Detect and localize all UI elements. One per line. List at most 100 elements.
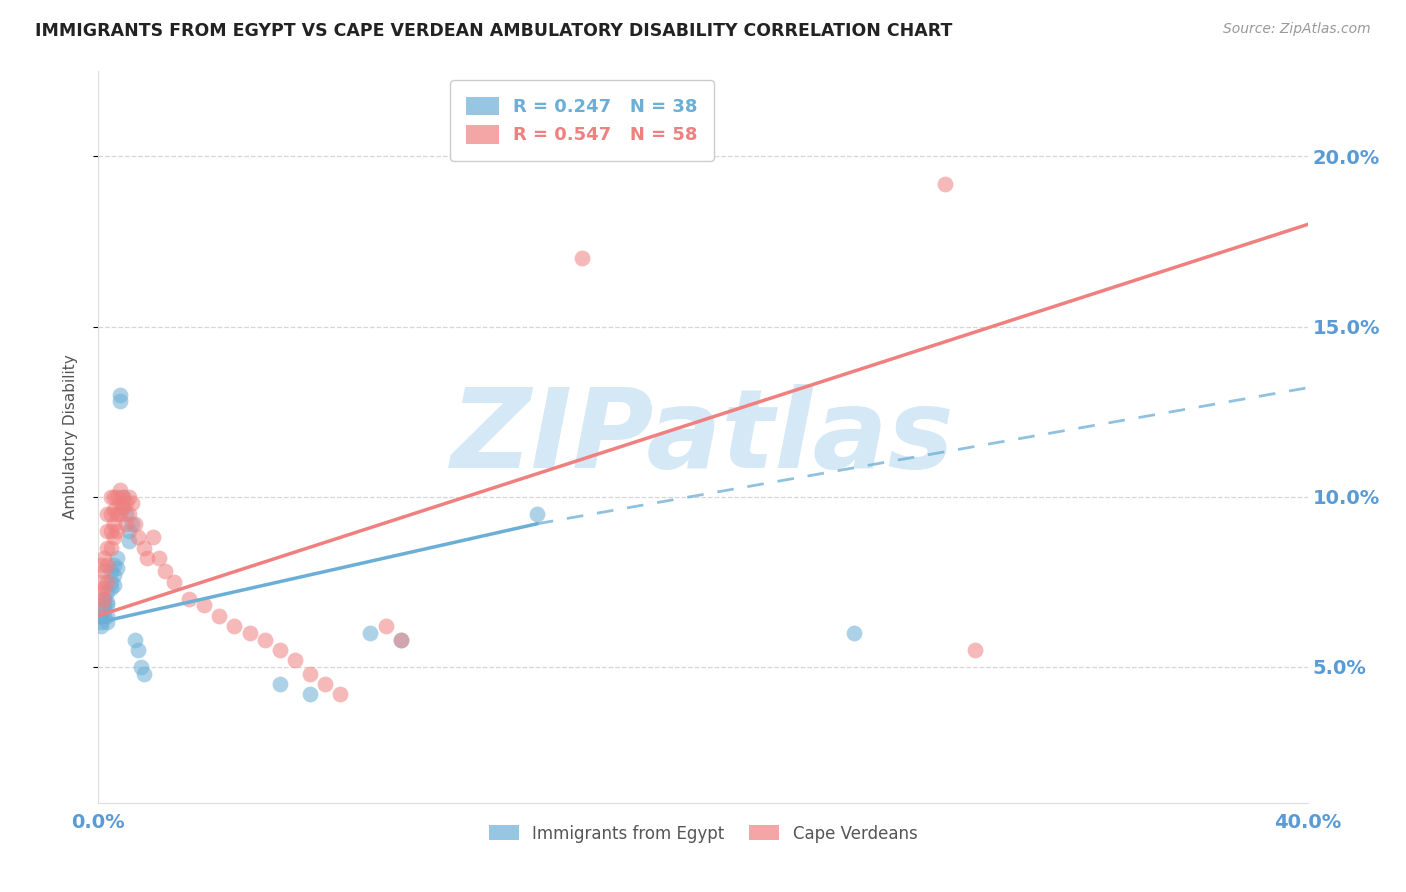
Point [114,496,136,510]
Point [96,574,118,589]
Point [103,503,125,517]
Point [111,500,134,514]
Point [100,574,122,589]
Point [127,531,149,545]
Point [179,591,201,606]
Point [571,252,593,266]
Point [90,615,112,630]
Point [389,632,412,647]
Point [103,567,125,582]
Text: IMMIGRANTS FROM EGYPT VS CAPE VERDEAN AMBULATORY DISABILITY CORRELATION CHART: IMMIGRANTS FROM EGYPT VS CAPE VERDEAN AM… [35,22,952,40]
Point [965,642,987,657]
Point [93,565,115,579]
Point [111,490,134,504]
Point [121,516,143,531]
Point [108,394,131,409]
Point [153,565,176,579]
Point [93,582,115,596]
Point [108,483,131,497]
Point [100,582,122,596]
Point [90,599,112,613]
Point [299,666,322,681]
Point [118,524,141,538]
Point [127,642,149,657]
Point [299,687,322,701]
Point [103,490,125,504]
Point [90,585,112,599]
Point [114,516,136,531]
Point [93,591,115,606]
Point [934,177,956,191]
Point [111,500,134,514]
Point [108,496,131,510]
Point [148,550,170,565]
Point [96,615,118,630]
Point [96,608,118,623]
Text: ZIPatlas: ZIPatlas [451,384,955,491]
Point [114,507,136,521]
Point [224,619,246,633]
Point [96,595,118,609]
Point [124,516,146,531]
Point [103,531,125,545]
Point [193,599,215,613]
Point [135,550,157,565]
Point [100,524,122,538]
Point [253,632,276,647]
Point [100,507,122,521]
Point [389,632,412,647]
Point [105,561,128,575]
Point [269,677,291,691]
Point [108,507,131,521]
Point [100,490,122,504]
Point [208,608,231,623]
Point [105,524,128,538]
Point [360,625,382,640]
Point [93,591,115,606]
Point [118,507,141,521]
Point [124,632,146,647]
Legend: Immigrants from Egypt, Cape Verdeans: Immigrants from Egypt, Cape Verdeans [482,818,924,849]
Point [100,565,122,579]
Point [374,619,396,633]
Text: Source: ZipAtlas.com: Source: ZipAtlas.com [1223,22,1371,37]
Point [103,578,125,592]
Point [129,659,152,673]
Point [96,558,118,572]
Point [90,558,112,572]
Point [103,516,125,531]
Point [269,642,291,657]
Point [132,541,155,555]
Point [90,619,112,633]
Point [108,387,131,401]
Point [118,490,141,504]
Point [844,625,866,640]
Point [284,653,307,667]
Point [526,507,548,521]
Point [121,496,143,510]
Point [111,490,134,504]
Point [105,490,128,504]
Point [142,531,165,545]
Point [96,524,118,538]
Point [90,574,112,589]
Point [132,666,155,681]
Point [100,541,122,555]
Point [239,625,262,640]
Point [93,608,115,623]
Point [96,507,118,521]
Point [96,585,118,599]
Y-axis label: Ambulatory Disability: Ambulatory Disability [63,355,77,519]
Point [93,602,115,616]
Point [93,599,115,613]
Point [329,687,352,701]
Point [93,550,115,565]
Point [103,558,125,572]
Point [118,533,141,548]
Point [105,507,128,521]
Point [163,574,186,589]
Point [96,599,118,613]
Point [314,677,336,691]
Point [96,541,118,555]
Point [90,608,112,623]
